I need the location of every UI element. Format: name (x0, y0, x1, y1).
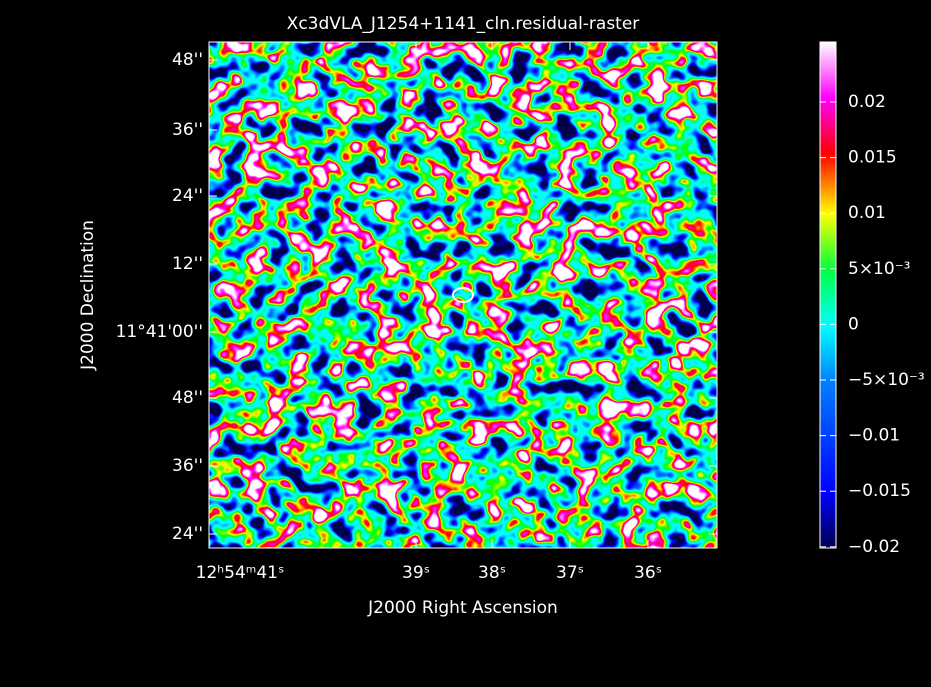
x-tick-label: 38ˢ (478, 563, 506, 583)
x-tick-label: 39ˢ (402, 563, 430, 583)
y-tick-label: 24'' (172, 524, 203, 544)
colorbar-tick-label: −0.01 (848, 426, 900, 446)
colorbar-tick-label: 5×10⁻³ (848, 259, 910, 279)
colorbar-tick-label: −5×10⁻³ (848, 370, 925, 390)
x-axis-label: J2000 Right Ascension (367, 598, 558, 618)
y-tick-label: 12'' (172, 254, 203, 274)
contour (452, 287, 474, 303)
image-title: Xc3dVLA_J1254+1141_cln.residual-raster (287, 14, 640, 34)
y-tick-label: 36'' (172, 120, 203, 140)
x-tick-label: 37ˢ (556, 563, 584, 583)
raster (209, 42, 717, 548)
colorbar-tick-label: 0.015 (848, 148, 897, 168)
colorbar (819, 41, 837, 549)
colorbar-tick-label: 0 (848, 314, 859, 334)
y-tick-label: 48'' (172, 388, 203, 408)
x-tick-label: 36ˢ (634, 563, 662, 583)
x-tick-label: 12ʰ54ᵐ41ˢ (196, 563, 285, 583)
colorbar-tick-label: 0.01 (848, 203, 886, 223)
y-axis-label: J2000 Declination (78, 220, 98, 371)
y-tick-label: 11°41'00'' (116, 322, 203, 342)
y-tick-label: 48'' (172, 50, 203, 70)
plot-frame (208, 41, 718, 549)
colorbar-tick-label: −0.02 (848, 537, 900, 557)
y-tick-label: 24'' (172, 186, 203, 206)
y-tick-label: 36'' (172, 456, 203, 476)
colorbar-tick-label: 0.02 (848, 92, 886, 112)
colorbar-tick-label: −0.015 (848, 481, 911, 501)
